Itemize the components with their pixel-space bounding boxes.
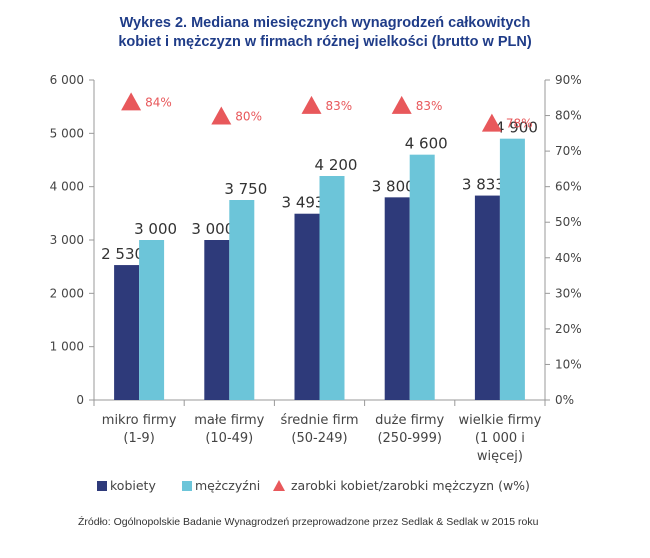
bar-kobiety: [384, 197, 410, 400]
chart-title-line-2: kobiet i mężczyzn w firmach różnej wielk…: [118, 34, 532, 50]
bar-data-label: 4 200: [315, 156, 358, 174]
bar-mezczyzni: [139, 240, 165, 400]
chart-title: Wykres 2. Mediana miesięcznych wynagrodz…: [0, 14, 650, 52]
bar-data-label: 2 530: [101, 245, 144, 263]
bar-data-label: 3 833: [462, 176, 505, 194]
left-tick-label: 5 000: [50, 126, 84, 140]
right-tick-label: 70%: [555, 144, 582, 158]
left-tick-label: 2 000: [50, 286, 84, 300]
category-label: wielkie firmy: [459, 413, 542, 428]
bar-data-label: 3 800: [372, 177, 415, 195]
right-tick-label: 30%: [555, 286, 582, 300]
right-tick-label: 0%: [555, 393, 574, 407]
bar-mezczyzni: [409, 154, 435, 400]
ratio-triangle-marker: [211, 106, 232, 125]
bar-data-label: 3 000: [191, 220, 234, 238]
bar-kobiety: [204, 240, 230, 400]
bar-data-label: 3 750: [224, 180, 267, 198]
legend-label-ratio: zarobki kobiet/zarobki mężczyzn (w%): [291, 478, 530, 493]
right-tick-label: 60%: [555, 180, 582, 194]
left-tick-label: 6 000: [50, 73, 84, 87]
category-label: duże firmy: [375, 413, 444, 428]
left-tick-label: 4 000: [50, 180, 84, 194]
chart-title-line-1: Wykres 2. Mediana miesięcznych wynagrodz…: [119, 15, 531, 31]
category-label: (250-999): [377, 431, 441, 446]
ratio-triangle-marker: [301, 95, 322, 114]
left-tick-label: 0: [76, 393, 84, 407]
left-tick-label: 3 000: [50, 233, 84, 247]
bar-kobiety: [114, 265, 140, 400]
ratio-data-label: 84%: [145, 95, 172, 109]
category-label: więcej): [477, 449, 523, 464]
right-tick-label: 40%: [555, 251, 582, 265]
ratio-data-label: 83%: [416, 99, 443, 113]
category-label: (1-9): [123, 431, 154, 446]
ratio-data-label: 80%: [235, 110, 262, 124]
bar-kobiety: [474, 195, 500, 400]
bar-data-label: 4 600: [405, 135, 448, 153]
bar-mezczyzni: [229, 200, 255, 400]
right-tick-label: 90%: [555, 73, 582, 87]
legend-label-mezczyzni: mężczyźni: [195, 478, 260, 493]
legend-marker-ratio: [273, 480, 285, 491]
ratio-triangle-marker: [121, 92, 142, 111]
bar-kobiety: [294, 213, 320, 400]
category-label: (10-49): [205, 431, 253, 446]
bar-data-label: 4 900: [495, 119, 538, 137]
right-tick-label: 10%: [555, 357, 582, 371]
legend-swatch-kobiety: [97, 481, 107, 491]
category-label: średnie firm: [280, 413, 358, 428]
bar-mezczyzni: [319, 176, 345, 400]
category-label: (50-249): [291, 431, 347, 446]
ratio-data-label: 78%: [506, 117, 533, 131]
category-label: małe firmy: [194, 413, 264, 428]
right-tick-label: 20%: [555, 322, 582, 336]
right-tick-label: 80%: [555, 109, 582, 123]
ratio-data-label: 83%: [326, 99, 353, 113]
right-tick-label: 50%: [555, 215, 582, 229]
category-label: mikro firmy: [102, 413, 177, 428]
left-tick-label: 1 000: [50, 340, 84, 354]
ratio-triangle-marker: [391, 95, 412, 114]
legend-swatch-mezczyzni: [182, 481, 192, 491]
bar-data-label: 3 493: [282, 194, 325, 212]
source-note: Źródło: Ogólnopolskie Badanie Wynagrodze…: [78, 516, 539, 528]
bar-data-label: 3 000: [134, 220, 177, 238]
bar-mezczyzni: [499, 138, 525, 400]
legend-label-kobiety: kobiety: [110, 478, 156, 493]
ratio-triangle-marker: [481, 113, 502, 132]
category-label: (1 000 i: [475, 431, 525, 446]
